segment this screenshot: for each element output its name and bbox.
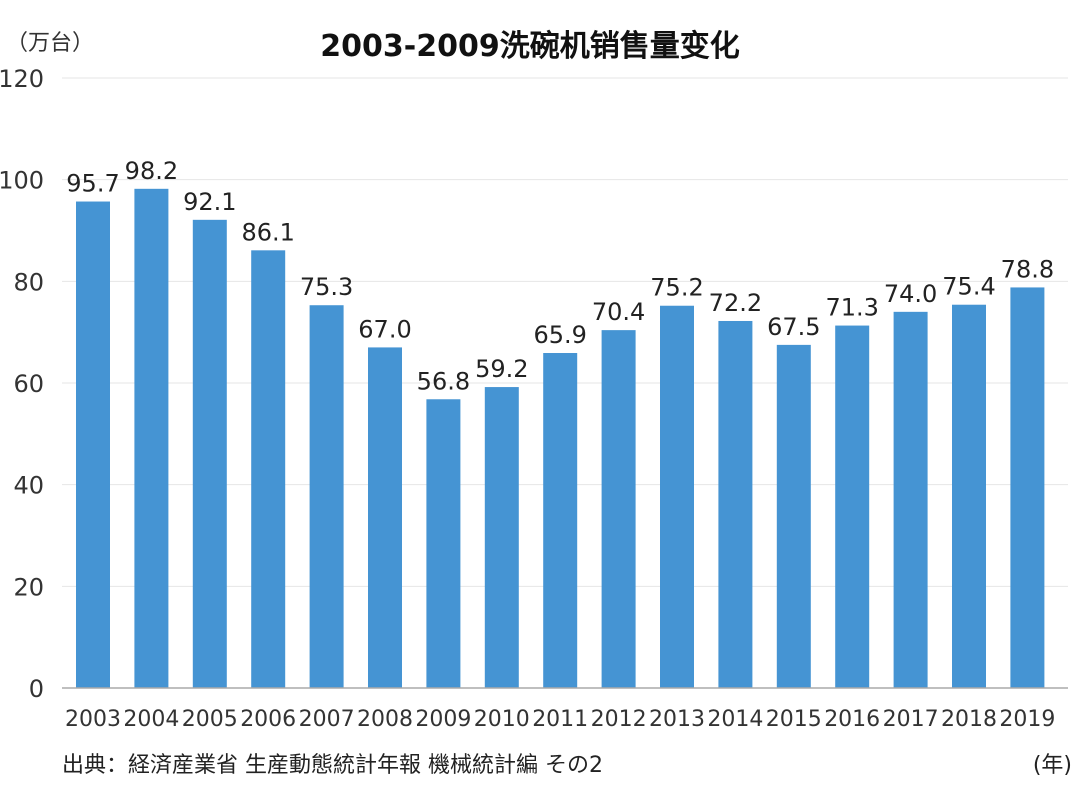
data-label: 65.9 (533, 321, 586, 349)
x-tick-label: 2006 (240, 707, 296, 732)
x-axis-ticks: 2003 2004 2005 2006 2007 2008 2009 2010 2011 2012… (65, 707, 1055, 732)
bar (718, 320, 753, 688)
y-tick-label: 0 (29, 675, 44, 703)
bar (835, 325, 870, 688)
data-label: 71.3 (825, 294, 878, 322)
x-tick-label: 2017 (883, 707, 939, 732)
y-tick-label: 40 (13, 472, 44, 500)
x-tick-label: 2019 (999, 707, 1055, 732)
x-tick-label: 2004 (123, 707, 179, 732)
bar (484, 387, 519, 688)
bar (601, 330, 636, 688)
data-label: 72.2 (709, 289, 762, 317)
y-tick-label: 20 (13, 573, 44, 601)
x-tick-label: 2003 (65, 707, 121, 732)
x-tick-label: 2011 (532, 707, 588, 732)
data-label: 67.5 (767, 313, 820, 341)
x-tick-label: 2005 (182, 707, 238, 732)
x-tick-label: 2009 (415, 707, 471, 732)
bar (543, 353, 578, 688)
y-axis-unit-label: （万台） (6, 31, 94, 56)
data-label: 98.2 (125, 157, 178, 185)
x-tick-label: 2012 (591, 707, 647, 732)
y-tick-label: 80 (13, 268, 44, 296)
bar (134, 188, 169, 689)
data-label: 75.3 (300, 273, 353, 301)
x-tick-label: 2015 (766, 707, 822, 732)
bar (893, 311, 928, 688)
x-tick-label: 2013 (649, 707, 705, 732)
bar (76, 201, 110, 688)
y-tick-label: 120 (0, 65, 44, 93)
x-axis-unit-label: (年) (1033, 753, 1072, 778)
data-labels: 95.7 98.292.186.175.367.056.8 59.265.970.4… (66, 157, 1054, 395)
bar (952, 304, 986, 688)
bar (776, 344, 811, 688)
data-label: 95.7 (66, 170, 119, 198)
x-tick-label: 2014 (707, 707, 763, 732)
data-label: 78.8 (1001, 255, 1054, 283)
bars (76, 188, 1045, 689)
x-tick-label: 2010 (474, 707, 530, 732)
data-label: 59.2 (475, 355, 528, 383)
chart-title: 2003-2009洗碗机销售量变化 (320, 29, 739, 64)
source-note: 出典：経済産業省 生産動態統計年報 機械統計編 その2 (62, 753, 603, 778)
data-label: 67.0 (358, 315, 411, 343)
x-tick-label: 2018 (941, 707, 997, 732)
y-axis-ticks: 0 20 40 60 80 100 120 (0, 65, 44, 703)
data-label: 75.4 (942, 273, 995, 301)
bar (660, 305, 694, 688)
bar (309, 305, 344, 688)
data-label: 70.4 (592, 298, 645, 326)
bar (426, 399, 461, 688)
data-label: 56.8 (417, 367, 470, 395)
data-label: 86.1 (241, 218, 294, 246)
bar (1010, 287, 1045, 688)
y-tick-label: 60 (13, 370, 44, 398)
y-tick-label: 100 (0, 167, 44, 195)
data-label: 92.1 (183, 188, 236, 216)
bar (251, 250, 286, 688)
data-label: 74.0 (884, 280, 937, 308)
bar (192, 219, 227, 688)
x-tick-label: 2016 (824, 707, 880, 732)
data-label: 75.2 (650, 274, 703, 302)
bar (368, 347, 402, 688)
x-tick-label: 2007 (299, 707, 355, 732)
x-tick-label: 2008 (357, 707, 413, 732)
